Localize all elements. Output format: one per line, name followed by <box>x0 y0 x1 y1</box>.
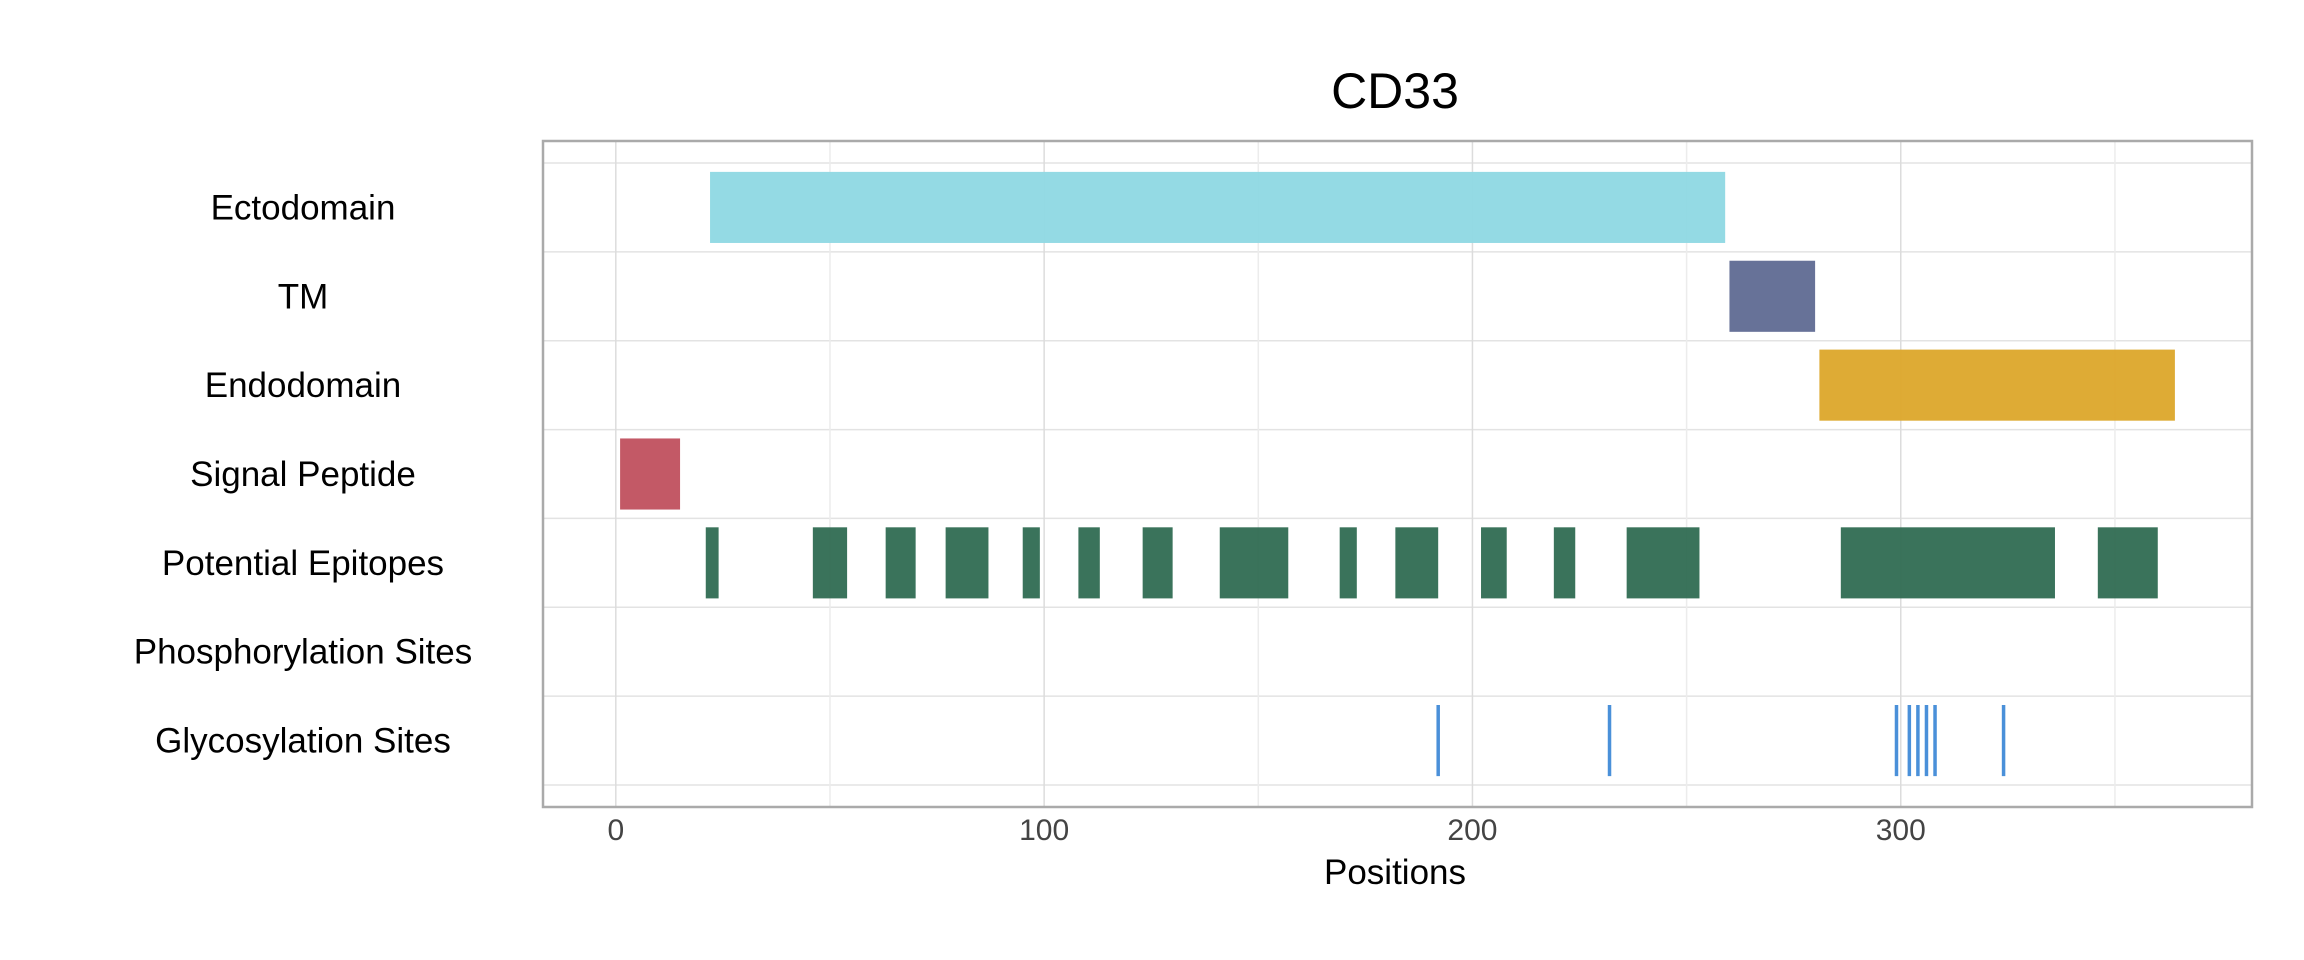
feature-bar-potential-epitopes <box>1626 527 1700 599</box>
track-label-tm: TM <box>278 277 329 316</box>
feature-bar-potential-epitopes <box>1840 527 2055 599</box>
chart-title: CD33 <box>1331 63 1459 119</box>
feature-bar-potential-epitopes <box>1481 527 1507 599</box>
feature-bar-potential-epitopes <box>1553 527 1576 599</box>
x-tick-label: 200 <box>1447 814 1497 847</box>
track-label-phosphorylation-sites: Phosphorylation Sites <box>134 633 473 672</box>
feature-bar-tm <box>1729 260 1816 332</box>
feature-bar-potential-epitopes <box>1078 527 1100 599</box>
feature-bar-potential-epitopes <box>1022 527 1040 599</box>
track-labels: Ectodomain TM Endodomain Signal Peptide Pote… <box>134 188 473 760</box>
feature-bar-signal-peptide <box>620 438 681 510</box>
feature-bar-potential-epitopes <box>2097 527 2158 599</box>
feature-bar-potential-epitopes <box>1142 527 1173 599</box>
track-label-potential-epitopes: Potential Epitopes <box>162 544 444 583</box>
x-tick-label: 300 <box>1876 814 1926 847</box>
feature-bar-endodomain <box>1819 349 2175 421</box>
track-label-glycosylation-sites: Glycosylation Sites <box>155 722 451 761</box>
track-label-endodomain: Endodomain <box>205 366 402 405</box>
feature-bar-potential-epitopes <box>1395 527 1439 599</box>
track-label-signal-peptide: Signal Peptide <box>190 455 416 494</box>
feature-bar-ectodomain <box>710 171 1726 243</box>
feature-bar-potential-epitopes <box>705 527 719 599</box>
feature-marks <box>620 171 2175 777</box>
feature-bar-potential-epitopes <box>812 527 848 599</box>
x-tick-label: 0 <box>607 814 624 847</box>
feature-bar-potential-epitopes <box>1339 527 1357 599</box>
grid <box>543 141 2252 807</box>
feature-bar-potential-epitopes <box>1219 527 1289 599</box>
feature-bar-potential-epitopes <box>885 527 916 599</box>
x-axis-label: Positions <box>1324 853 1466 892</box>
x-tick-label: 100 <box>1019 814 1069 847</box>
track-label-ectodomain: Ectodomain <box>211 188 396 227</box>
plot-frame <box>541 139 2254 809</box>
feature-bar-potential-epitopes <box>945 527 989 599</box>
x-tick-labels: 0 100 200 300 <box>607 814 1925 847</box>
